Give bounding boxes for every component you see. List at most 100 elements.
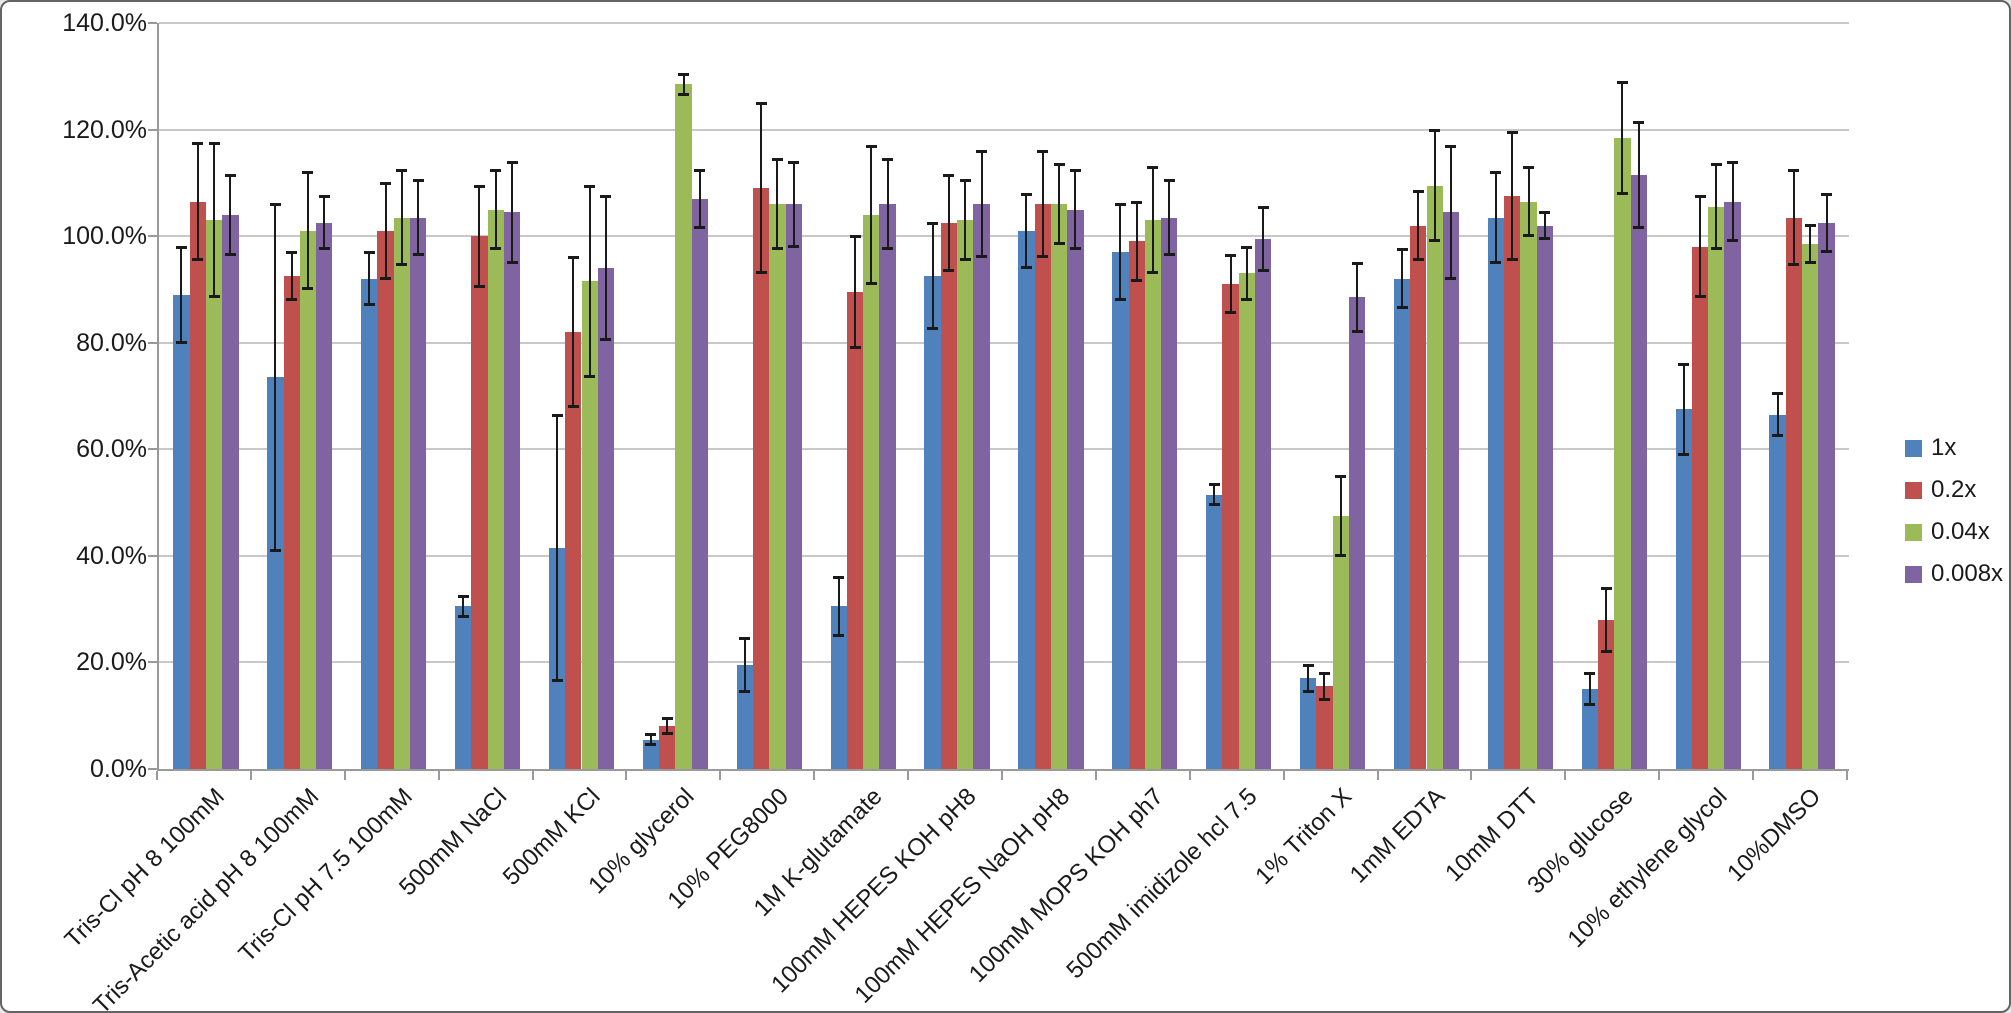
error-bar — [1025, 193, 1028, 269]
y-axis-tick — [148, 661, 157, 664]
bar-0.04x-15 — [1614, 137, 1631, 769]
error-bar-cap — [694, 226, 706, 230]
error-bar — [1792, 169, 1795, 266]
error-bar — [494, 169, 497, 250]
y-axis-tick — [148, 554, 157, 557]
error-bar-cap — [412, 252, 424, 256]
error-bar — [698, 169, 701, 229]
bar-0.008x-17 — [1818, 222, 1835, 769]
bar-0.04x-3 — [487, 209, 504, 769]
bar-0.008x-9 — [1067, 209, 1084, 769]
error-bar — [980, 150, 983, 258]
error-bar-cap — [490, 247, 502, 251]
bar-0.008x-15 — [1630, 174, 1647, 769]
error-bar-cap — [959, 258, 971, 262]
bar-0.008x-13 — [1442, 212, 1460, 769]
error-bar-cap — [1678, 452, 1690, 456]
error-bar-cap — [600, 338, 612, 342]
bar-0.04x-10 — [1144, 220, 1162, 769]
error-bar-cap — [1147, 271, 1159, 275]
error-bar — [1809, 225, 1812, 263]
error-bar — [196, 142, 199, 261]
error-bar-cap — [192, 258, 204, 262]
error-bar-cap — [1584, 703, 1596, 707]
error-bar — [1494, 172, 1497, 263]
error-bar — [1151, 166, 1154, 274]
category-label: 1% Triton X — [1249, 783, 1357, 890]
category-label: 10%DMSO — [1722, 783, 1827, 887]
gridline — [159, 235, 1849, 238]
error-bar — [368, 252, 371, 306]
legend-swatch — [1905, 565, 1922, 583]
error-bar — [1213, 483, 1216, 506]
bar-1x-17 — [1769, 414, 1786, 769]
error-bar-cap — [943, 173, 955, 177]
error-bar — [1637, 121, 1640, 229]
error-bar — [1588, 673, 1591, 706]
error-bar-cap — [1302, 664, 1314, 668]
error-bar-cap — [739, 637, 751, 641]
bar-0.2x-13 — [1410, 225, 1427, 769]
error-bar-cap — [269, 203, 281, 207]
error-bar-cap — [1539, 211, 1551, 215]
error-bar — [1339, 475, 1342, 556]
error-bar-cap — [1727, 160, 1739, 164]
bar-0.008x-6 — [785, 204, 802, 769]
error-bar — [931, 222, 934, 330]
bar-1x-8 — [924, 276, 941, 769]
error-bar-cap — [584, 184, 596, 188]
error-bar-cap — [788, 160, 800, 164]
bar-0.008x-0 — [222, 214, 239, 769]
error-bar-cap — [380, 276, 392, 280]
error-bar-cap — [1678, 363, 1690, 367]
error-bar-cap — [1208, 482, 1220, 486]
error-bar — [1699, 196, 1702, 298]
error-bar — [1715, 164, 1718, 250]
y-axis-label: 40.0% — [76, 541, 147, 570]
error-bar — [604, 196, 607, 341]
error-bar-cap — [959, 179, 971, 183]
error-bar-cap — [208, 141, 220, 145]
bar-1x-15 — [1581, 689, 1598, 769]
bar-1x-16 — [1675, 409, 1692, 769]
category-label: 1mM EDTA — [1345, 783, 1451, 889]
y-axis-tick — [148, 22, 157, 24]
error-bar-cap — [457, 615, 469, 619]
x-axis-tick — [343, 771, 346, 780]
error-bar — [1511, 132, 1514, 261]
error-bar-cap — [1257, 268, 1269, 272]
error-bar-cap — [678, 72, 690, 76]
bar-0.2x-17 — [1785, 217, 1803, 769]
y-axis-tick — [148, 128, 157, 131]
bar-1x-9 — [1018, 230, 1035, 769]
error-bar-cap — [943, 268, 955, 272]
error-bar — [837, 577, 840, 636]
error-bar-cap — [363, 251, 375, 255]
x-axis-tick — [1094, 771, 1097, 780]
error-bar-cap — [1163, 252, 1175, 256]
x-axis-tick — [719, 771, 722, 780]
error-bar-cap — [755, 271, 767, 275]
error-bar-cap — [506, 160, 518, 164]
error-bar — [1074, 169, 1077, 250]
error-bar — [180, 246, 183, 343]
error-bar-cap — [600, 195, 612, 199]
x-axis-tick — [531, 771, 534, 780]
bar-0.04x-7 — [863, 214, 880, 769]
legend-item-0.008x: 0.008x — [1905, 560, 2003, 588]
bar-0.008x-2 — [410, 217, 427, 769]
x-axis-tick — [907, 771, 910, 780]
bar-0.2x-0 — [189, 201, 206, 769]
error-bar-cap — [1147, 165, 1159, 169]
legend-label: 1x — [1931, 434, 1957, 461]
error-bar — [792, 161, 795, 247]
error-bar-cap — [976, 255, 987, 259]
error-bar-cap — [1412, 189, 1424, 193]
error-bar — [886, 158, 889, 250]
error-bar — [1543, 212, 1546, 239]
x-axis-tick — [437, 771, 440, 780]
error-bar — [511, 161, 514, 263]
error-bar — [1168, 180, 1171, 255]
error-bar — [1449, 145, 1452, 279]
bar-1x-12 — [1300, 678, 1317, 769]
